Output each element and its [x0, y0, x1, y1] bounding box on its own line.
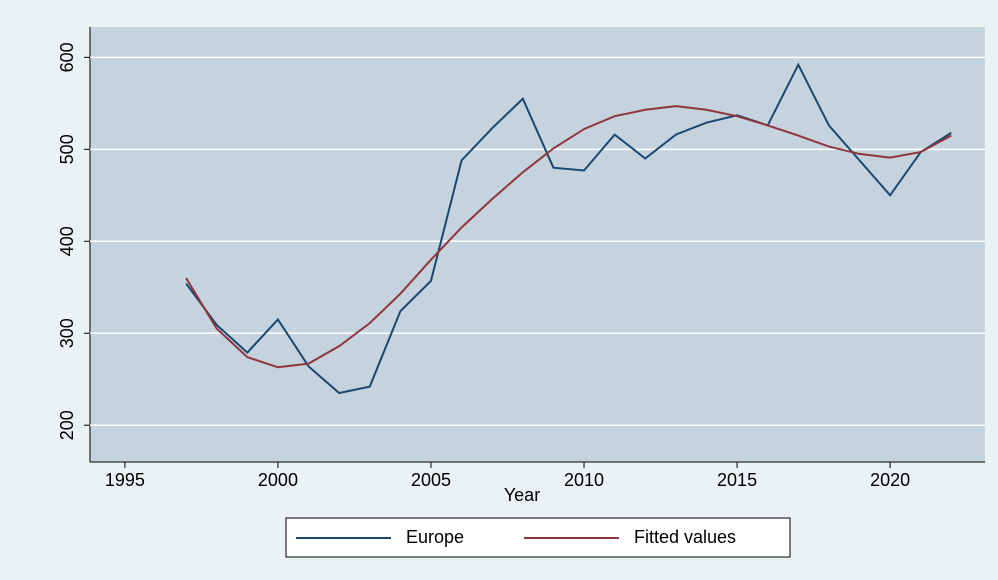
- x-tick-label: 2020: [870, 470, 910, 490]
- x-tick-label: 1995: [105, 470, 145, 490]
- series-line: [185, 105, 952, 369]
- x-axis-label: Year: [504, 485, 540, 505]
- x-tick-label: 2015: [717, 470, 757, 490]
- plot-area: [90, 27, 985, 462]
- x-tick-label: 2000: [258, 470, 298, 490]
- series-line: [185, 62, 952, 395]
- y-tick-label: 300: [57, 318, 77, 348]
- y-tick-label: 500: [57, 134, 77, 164]
- y-tick-label: 600: [57, 42, 77, 72]
- x-tick-label: 2010: [564, 470, 604, 490]
- x-tick-label: 2005: [411, 470, 451, 490]
- legend-label: Europe: [406, 527, 464, 547]
- y-tick-label: 400: [57, 226, 77, 256]
- y-tick-label: 200: [57, 410, 77, 440]
- legend-label: Fitted values: [634, 527, 736, 547]
